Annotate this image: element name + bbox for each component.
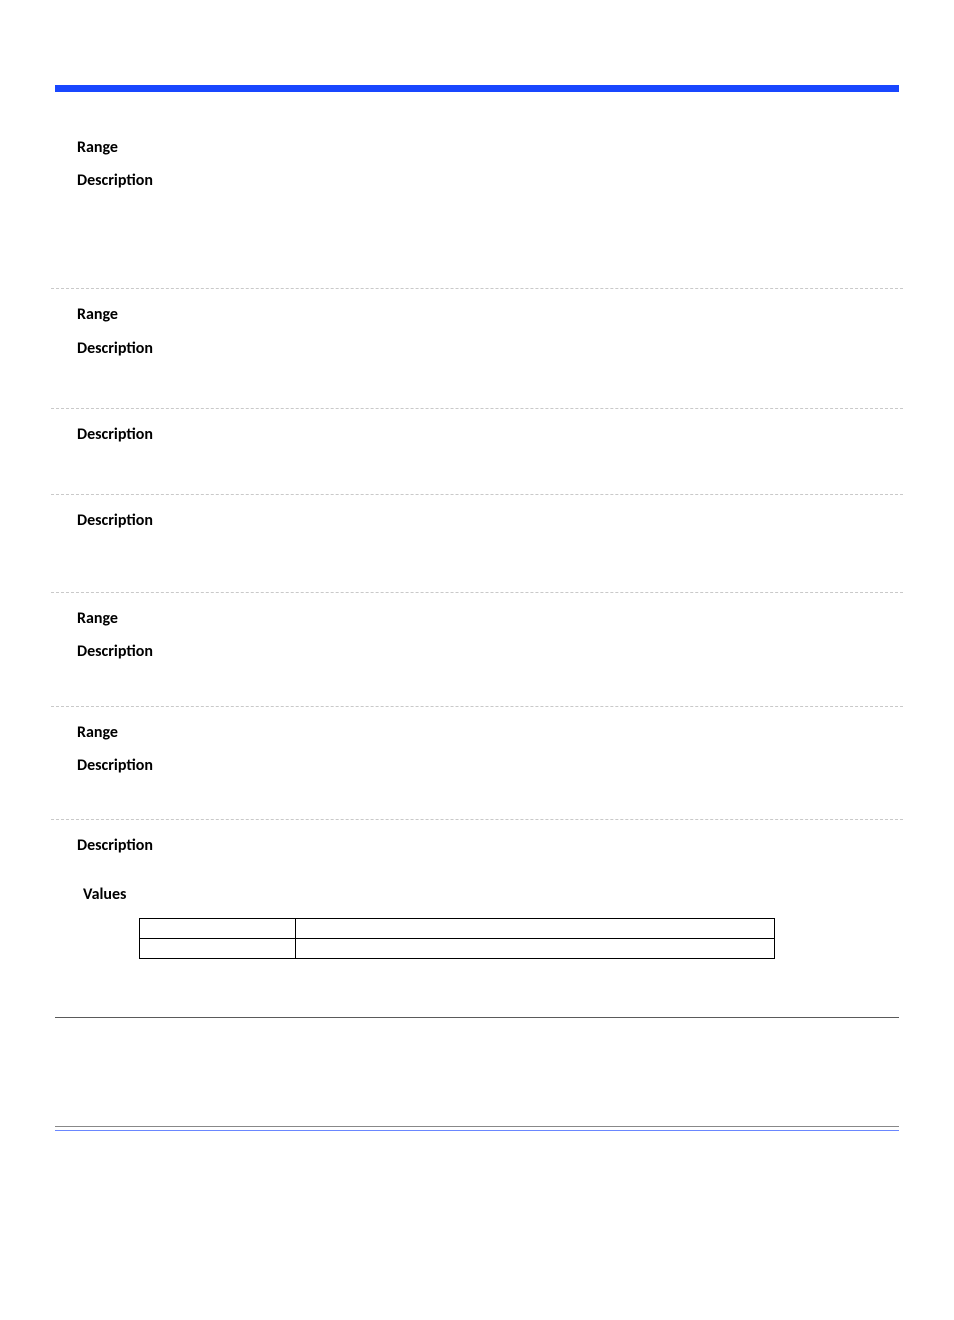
table-row bbox=[140, 919, 775, 939]
field-label-description: Description bbox=[77, 756, 899, 775]
section: Range Description bbox=[55, 289, 899, 407]
field-label-description: Description bbox=[77, 339, 899, 358]
table-row bbox=[140, 939, 775, 959]
field-label-description: Description bbox=[77, 171, 899, 190]
table-cell bbox=[295, 919, 774, 939]
field-label-range: Range bbox=[77, 138, 899, 157]
bottom-thin-rule bbox=[55, 1017, 899, 1018]
section: Description bbox=[55, 409, 899, 494]
values-table bbox=[139, 918, 775, 959]
section: Range Description bbox=[55, 593, 899, 705]
section: Description bbox=[55, 495, 899, 592]
table-cell bbox=[140, 919, 296, 939]
table-cell bbox=[140, 939, 296, 959]
field-label-description: Description bbox=[77, 836, 899, 855]
field-label-description: Description bbox=[77, 425, 899, 444]
field-label-range: Range bbox=[77, 305, 899, 324]
field-label-description: Description bbox=[77, 642, 899, 661]
field-label-range: Range bbox=[77, 609, 899, 628]
field-label-values: Values bbox=[83, 885, 899, 904]
section: Range Description bbox=[55, 707, 899, 819]
values-block: Values bbox=[77, 885, 899, 959]
field-label-description: Description bbox=[77, 511, 899, 530]
top-blue-rule bbox=[55, 85, 899, 92]
section: Description Values bbox=[55, 820, 899, 959]
field-label-range: Range bbox=[77, 723, 899, 742]
table-cell bbox=[295, 939, 774, 959]
section: Range Description bbox=[55, 122, 899, 288]
bottom-double-rule bbox=[55, 1126, 899, 1131]
